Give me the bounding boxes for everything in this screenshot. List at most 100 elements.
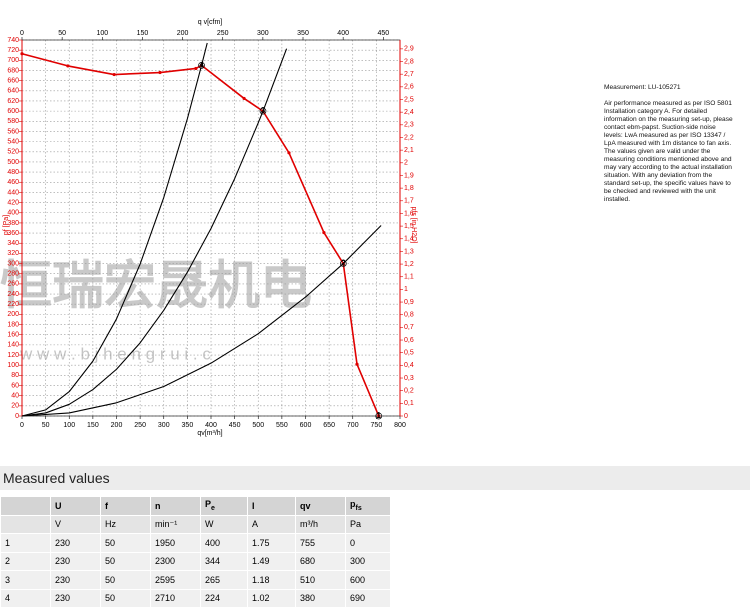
y2-tick-label: 0,9 xyxy=(404,299,414,306)
table-cell: min⁻¹ xyxy=(150,514,201,534)
curve-point xyxy=(66,64,70,68)
x-tick-label: 600 xyxy=(300,422,312,429)
table-cell: 1.18 xyxy=(247,570,296,590)
y2-tick-label: 0,1 xyxy=(404,400,414,407)
table-cell: f xyxy=(100,496,151,516)
y2-tick-label: 1,4 xyxy=(404,236,414,243)
x2-tick-label: 150 xyxy=(137,30,149,37)
table-cell: 1.02 xyxy=(247,588,296,608)
y2-tick-label: 2,6 xyxy=(404,84,414,91)
notes-line: contact ebm-papst. Suction-side noise xyxy=(604,124,716,131)
curve-point xyxy=(287,151,291,155)
table-row: 3 230 50 2595 265 1.18 510 600 xyxy=(0,570,391,590)
table-cell: 1950 xyxy=(150,533,201,553)
table-cell: 50 xyxy=(100,588,151,608)
x2-tick-label: 250 xyxy=(217,30,229,37)
cell-sub: fs xyxy=(355,505,362,513)
curve-point xyxy=(194,66,198,71)
table-cell: 1 xyxy=(0,533,51,553)
y2-tick-label: 2,8 xyxy=(404,58,414,65)
y2-tick-label: 0 xyxy=(404,413,408,420)
table-cell xyxy=(0,514,51,534)
table-cell: 2710 xyxy=(150,588,201,608)
cell-text: p xyxy=(350,499,356,510)
y-tick-label: 620 xyxy=(7,98,19,105)
table-cell: pfs xyxy=(345,496,391,516)
y2-tick-label: 2,5 xyxy=(404,96,414,103)
notes-line: levels: LwA measured as per ISO 13347 / xyxy=(604,132,726,139)
y-tick-label: 740 xyxy=(7,37,19,44)
y2-tick-label: 2,9 xyxy=(404,46,414,53)
y2-tick-label: 2,3 xyxy=(404,122,414,129)
table-cell: 230 xyxy=(50,588,101,608)
y-tick-label: 440 xyxy=(7,189,19,196)
x-tick-label: 100 xyxy=(63,422,75,429)
table-cell: 510 xyxy=(295,570,346,590)
y-tick-label: 660 xyxy=(7,77,19,84)
y-tick-label: 500 xyxy=(7,159,19,166)
x-tick-label: 450 xyxy=(229,422,241,429)
y-tick-label: 460 xyxy=(7,179,19,186)
notes-line: may vary according to the actual install… xyxy=(604,164,732,171)
y-tick-label: 240 xyxy=(7,291,19,298)
curve-point xyxy=(112,72,116,77)
table-cell: n xyxy=(150,496,201,516)
table-cell: 230 xyxy=(50,570,101,590)
y2-tick-label: 0,8 xyxy=(404,312,414,319)
y2-tick-label: 0,3 xyxy=(404,375,414,382)
table-cell: 690 xyxy=(345,588,391,608)
table-cell: Pe xyxy=(200,496,248,516)
x2-tick-label: 300 xyxy=(257,30,269,37)
y2-tick-label: 2,1 xyxy=(404,147,414,154)
y-tick-label: 320 xyxy=(7,250,19,257)
y-tick-label: 520 xyxy=(7,149,19,156)
y2-tick-label: 1,9 xyxy=(404,172,414,179)
table-cell: 50 xyxy=(100,533,151,553)
table-cell: 3 xyxy=(0,570,51,590)
y-tick-label: 300 xyxy=(7,260,19,267)
x-tick-label: 500 xyxy=(252,422,264,429)
x2-tick-label: 0 xyxy=(20,30,24,37)
table-cell: 224 xyxy=(200,588,248,608)
x2-tick-label: 400 xyxy=(337,30,349,37)
table-cell: 50 xyxy=(100,551,151,571)
y2-tick-label: 1 xyxy=(404,286,408,293)
y2-tick-label: 1,5 xyxy=(404,223,414,230)
table-cell: 600 xyxy=(345,570,391,590)
table-row: 1 230 50 1950 400 1.75 755 0 xyxy=(0,533,391,553)
cell-sub: e xyxy=(211,505,215,513)
y-tick-label: 720 xyxy=(7,47,19,54)
y2-tick-label: 2,2 xyxy=(404,134,414,141)
y-tick-label: 40 xyxy=(11,393,19,400)
operating-point xyxy=(198,62,205,69)
y-tick-label: 380 xyxy=(7,220,19,227)
x-tick-label: 300 xyxy=(158,422,170,429)
y-tick-label: 160 xyxy=(7,332,19,339)
x-tick-label: 250 xyxy=(134,422,146,429)
y-tick-label: 280 xyxy=(7,271,19,278)
y2-tick-label: 1,6 xyxy=(404,210,414,217)
curve-point xyxy=(355,362,359,366)
x-tick-label: 800 xyxy=(394,422,406,429)
table-row: 4 230 50 2710 224 1.02 380 690 xyxy=(0,588,391,608)
notes-line: measuring conditions mentioned above and xyxy=(604,156,732,163)
x-tick-label: 0 xyxy=(20,422,24,429)
y-tick-label: 400 xyxy=(7,210,19,217)
y-tick-label: 420 xyxy=(7,199,19,206)
y-tick-label: 700 xyxy=(7,57,19,64)
curve xyxy=(21,48,288,417)
curve xyxy=(21,225,382,417)
x-tick-label: 350 xyxy=(182,422,194,429)
x-tick-label: 200 xyxy=(111,422,123,429)
x-tick-label: 400 xyxy=(205,422,217,429)
table-cell xyxy=(0,496,51,516)
table-cell: 1.75 xyxy=(247,533,296,553)
y2-tick-label: 0,7 xyxy=(404,324,414,331)
y2-tick-label: 0,4 xyxy=(404,362,414,369)
y2-tick-label: 2 xyxy=(404,160,408,167)
table-cell: W xyxy=(200,514,248,534)
notes-title: Measurement: LU-105271 xyxy=(604,84,681,91)
y-tick-label: 680 xyxy=(7,67,19,74)
